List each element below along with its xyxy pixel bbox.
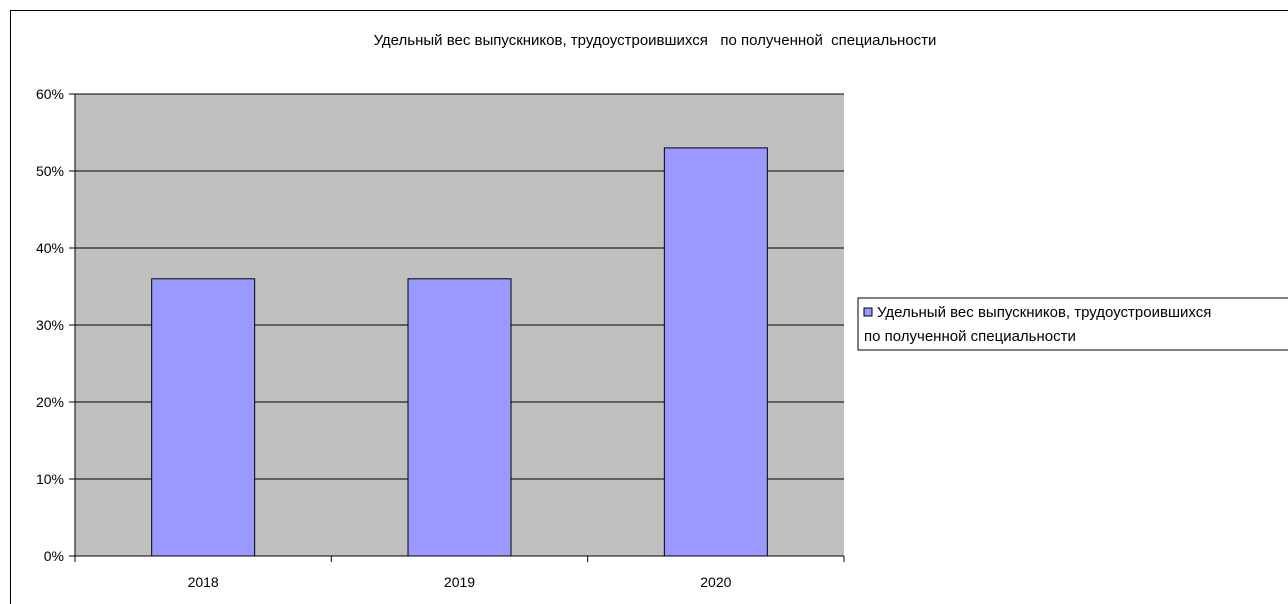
- legend-box: [857, 297, 1288, 351]
- legend-label-line1: Удельный вес выпускников, трудоустроивши…: [877, 304, 1211, 321]
- y-tick-label: 30%: [36, 317, 64, 333]
- y-tick-label: 10%: [36, 471, 64, 487]
- y-tick-label: 60%: [36, 86, 64, 102]
- legend-label-line2: по полученной специальности: [864, 328, 1076, 345]
- bar-2020: [663, 147, 768, 557]
- x-tick-label: 2019: [444, 574, 475, 590]
- legend-swatch: [863, 307, 873, 317]
- x-tick-label: 2020: [700, 574, 731, 590]
- x-tick-label: 2018: [188, 574, 219, 590]
- y-tick-label: 50%: [36, 163, 64, 179]
- chart-title: Удельный вес выпускников, трудоустроивши…: [374, 32, 937, 49]
- chart-frame: [10, 10, 1288, 604]
- plot-area: 0% 10% 20% 30% 40% 50% 60% 2018 2019 2020: [36, 86, 845, 590]
- y-tick-label: 20%: [36, 394, 64, 410]
- bar-2018: [151, 278, 256, 557]
- bar-2019: [407, 278, 512, 557]
- y-tick-label: 0%: [44, 548, 64, 564]
- y-tick-label: 40%: [36, 240, 64, 256]
- legend: Удельный вес выпускников, трудоустроивши…: [857, 297, 1288, 351]
